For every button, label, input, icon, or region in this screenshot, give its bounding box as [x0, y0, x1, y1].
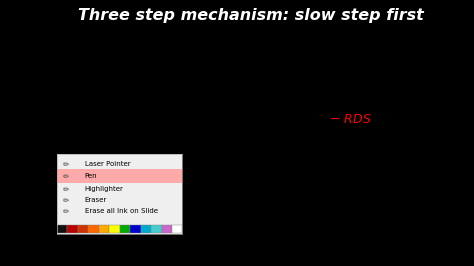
Text: Proposed mechanism: Proposed mechanism: [96, 93, 222, 106]
Text: rate  $=$  $k$[HBr]: rate $=$ $k$[HBr]: [148, 196, 292, 215]
Text: Step 1: HBr + O$_2$ $\rightarrow$ HO$_2$Br: Step 1: HBr + O$_2$ $\rightarrow$ HO$_2$…: [118, 113, 270, 127]
Bar: [57, 225, 67, 233]
Text: ✏: ✏: [63, 159, 70, 168]
Text: Three step mechanism: slow step first: Three step mechanism: slow step first: [78, 9, 424, 23]
Bar: [88, 225, 99, 233]
Text: 2HBr(g) + O$_2$(g) $\rightarrow$ H$_2$O$_2$(g) + Br$_2$(g): 2HBr(g) + O$_2$(g) $\rightarrow$ H$_2$O$…: [129, 42, 373, 59]
Text: ✏: ✏: [63, 171, 70, 180]
Bar: [162, 225, 172, 233]
Bar: [130, 225, 141, 233]
Text: (fast): (fast): [288, 163, 318, 173]
Text: Highlighter: Highlighter: [84, 186, 123, 192]
Text: Erase all Ink on Slide: Erase all Ink on Slide: [84, 208, 157, 214]
Text: ✏: ✏: [63, 195, 70, 204]
Bar: [141, 225, 151, 233]
Text: Eraser: Eraser: [84, 197, 107, 203]
Text: ✏: ✏: [63, 206, 70, 215]
Bar: [119, 225, 130, 233]
Text: Pen: Pen: [84, 173, 97, 179]
Bar: [151, 225, 162, 233]
Text: $-$ $\mathit{RDS}$: $-$ $\mathit{RDS}$: [329, 113, 372, 126]
Text: (slow): (slow): [288, 115, 322, 125]
Text: Step 2: HO$_2$Br + HBr $\rightarrow$ 2HOBr: Step 2: HO$_2$Br + HBr $\rightarrow$ 2HO…: [118, 137, 292, 151]
Text: Step 3: 2HOBr $\rightarrow$ H$_2$O$_2$ + Br$_2$: Step 3: 2HOBr $\rightarrow$ H$_2$O$_2$ +…: [118, 161, 282, 175]
Text: (fast): (fast): [288, 139, 318, 149]
Bar: [57, 169, 182, 183]
Bar: [78, 225, 88, 233]
Bar: [172, 225, 182, 233]
Text: ✏: ✏: [63, 184, 70, 193]
Bar: [99, 225, 109, 233]
Bar: [67, 225, 78, 233]
Bar: [109, 225, 119, 233]
Text: Laser Pointer: Laser Pointer: [84, 161, 130, 167]
